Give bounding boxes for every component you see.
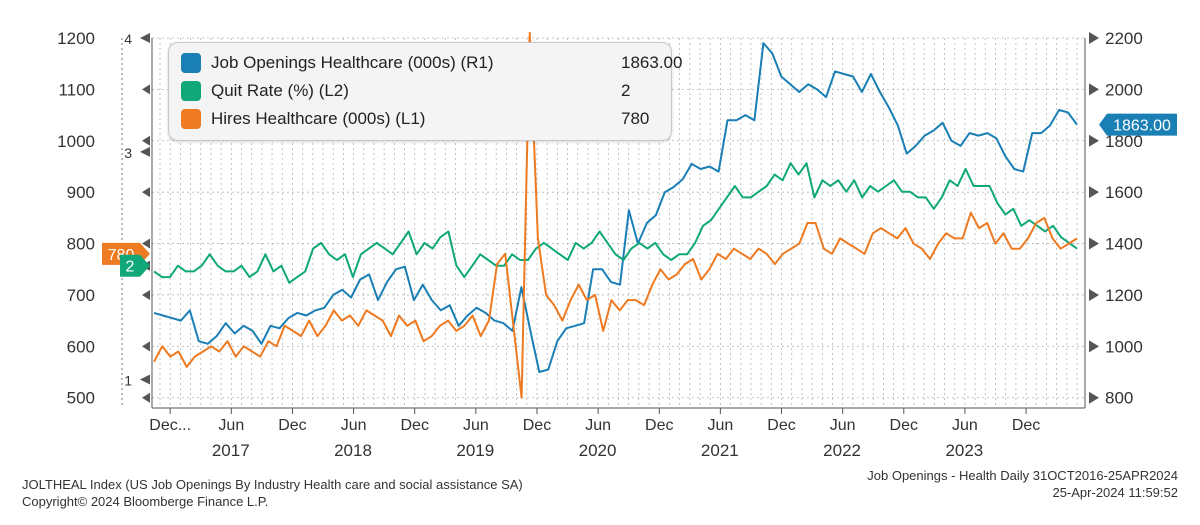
series-line	[153, 162, 1078, 284]
x-tick-label: Dec	[767, 417, 795, 434]
last-value-tag-label: 1863.00	[1113, 118, 1171, 135]
axes: 1200 1100 1000 900 800 700 600 500 4 3 2 1 2200 2000 1…	[57, 29, 1143, 460]
y-right-tick-marker	[1089, 391, 1099, 404]
y-left2-tick-marker	[140, 146, 150, 157]
y-right-tick-label: 1400	[1105, 235, 1143, 254]
legend-label: Job Openings Healthcare (000s) (R1)	[211, 53, 494, 72]
y-left-tick-label: 700	[67, 286, 95, 305]
x-tick-label: Jun	[341, 417, 367, 434]
legend-label: Quit Rate (%) (L2)	[211, 81, 349, 100]
legend-box: Job Openings Healthcare (000s) (R1) 1863…	[168, 42, 682, 141]
y-left2-tick-label: 4	[124, 31, 132, 47]
footer-left: JOLTHEAL Index (US Job Openings By Indus…	[22, 476, 523, 510]
footer-right: Job Openings - Health Daily 31OCT2016-25…	[867, 467, 1178, 501]
x-tick-label: Jun	[952, 417, 978, 434]
x-year-label: 2018	[334, 441, 372, 460]
x-year-label: 2020	[579, 441, 617, 460]
y-right-tick-label: 1800	[1105, 132, 1143, 151]
legend-swatch-icon	[181, 53, 201, 73]
legend-item-hires: Hires Healthcare (000s) (L1) 780	[181, 107, 691, 131]
legend-label: Hires Healthcare (000s) (L1)	[211, 109, 426, 128]
y-left2-tick-label: 1	[124, 373, 132, 389]
y-left-tick-marker	[142, 135, 150, 146]
y-left-tick-marker	[142, 289, 150, 300]
footer-timestamp: 25-Apr-2024 11:59:52	[1052, 485, 1178, 500]
x-tick-label: Dec	[645, 417, 673, 434]
y-left-tick-label: 800	[67, 235, 95, 254]
y-right-tick-marker	[1089, 237, 1099, 250]
last-value-tag-job-openings	[1099, 113, 1177, 136]
y-right-tick-label: 800	[1105, 389, 1133, 408]
y-left-tick-marker	[142, 84, 150, 95]
x-tick-label: Jun	[585, 417, 611, 434]
x-tick-label: Jun	[463, 417, 489, 434]
y-right-tick-marker	[1089, 288, 1099, 301]
footer-source: JOLTHEAL Index (US Job Openings By Indus…	[22, 477, 523, 492]
y-left-tick-label: 500	[67, 389, 95, 408]
y-right-tick-label: 2000	[1105, 80, 1143, 99]
x-tick-label: Dec...	[149, 417, 191, 434]
series-line	[153, 42, 1078, 373]
footer-title: Job Openings - Health Daily 31OCT2016-25…	[867, 468, 1178, 483]
legend-swatch-icon	[181, 109, 201, 129]
last-value-tag-label: 2	[126, 259, 135, 276]
x-tick-label: Dec	[1012, 417, 1040, 434]
y-left-tick-label: 1200	[57, 29, 95, 48]
y-left-tick-label: 600	[67, 337, 95, 356]
series-lines	[153, 31, 1078, 399]
last-value-tags: 1863.007802	[102, 113, 1177, 277]
last-value-tag	[120, 254, 150, 277]
y-left-tick-marker	[142, 187, 150, 198]
x-tick-label: Jun	[218, 417, 244, 434]
x-year-label: 2022	[823, 441, 861, 460]
legend-value: 2	[621, 81, 631, 100]
footer-copyright: Copyright© 2024 Bloomberge Finance L.P.	[22, 494, 269, 509]
y-left-tick-marker	[142, 392, 150, 403]
y-right-tick-label: 1600	[1105, 183, 1143, 202]
y-right-tick-marker	[1089, 134, 1099, 147]
y-right-tick-marker	[1089, 32, 1099, 44]
legend-swatch-icon	[181, 81, 201, 101]
x-year-label: 2021	[701, 441, 739, 460]
legend-item-quit-rate: Quit Rate (%) (L2) 2	[181, 79, 691, 103]
y-right-tick-marker	[1089, 83, 1099, 96]
legend-item-job-openings: Job Openings Healthcare (000s) (R1) 1863…	[181, 51, 691, 75]
y-right-tick-marker	[1089, 186, 1099, 199]
x-tick-label: Dec	[400, 417, 428, 434]
y-right-tick-label: 2200	[1105, 29, 1143, 48]
series-line	[153, 31, 1078, 399]
x-tick-label: Jun	[830, 417, 856, 434]
y-left-tick-label: 1100	[58, 80, 95, 99]
y-left2-tick-marker	[140, 374, 150, 385]
x-tick-label: Dec	[278, 417, 306, 434]
y-left-tick-label: 900	[67, 183, 95, 202]
y-right-tick-label: 1200	[1105, 286, 1143, 305]
x-year-label: 2017	[212, 441, 250, 460]
x-year-label: 2023	[945, 441, 983, 460]
y-left-tick-marker	[142, 341, 150, 352]
y-left-tick-label: 1000	[57, 132, 95, 151]
y-right-tick-label: 1000	[1105, 337, 1143, 356]
legend-value: 1863.00	[621, 53, 683, 72]
y-right-tick-marker	[1089, 340, 1099, 353]
y-left2-tick-label: 3	[124, 145, 132, 161]
x-year-label: 2019	[456, 441, 494, 460]
legend-value: 780	[621, 109, 650, 128]
y-left-tick-marker	[142, 238, 150, 249]
x-tick-label: Dec	[523, 417, 551, 434]
x-tick-label: Dec	[890, 417, 918, 434]
y-left2-tick-marker	[140, 33, 150, 43]
x-tick-label: Jun	[707, 417, 733, 434]
